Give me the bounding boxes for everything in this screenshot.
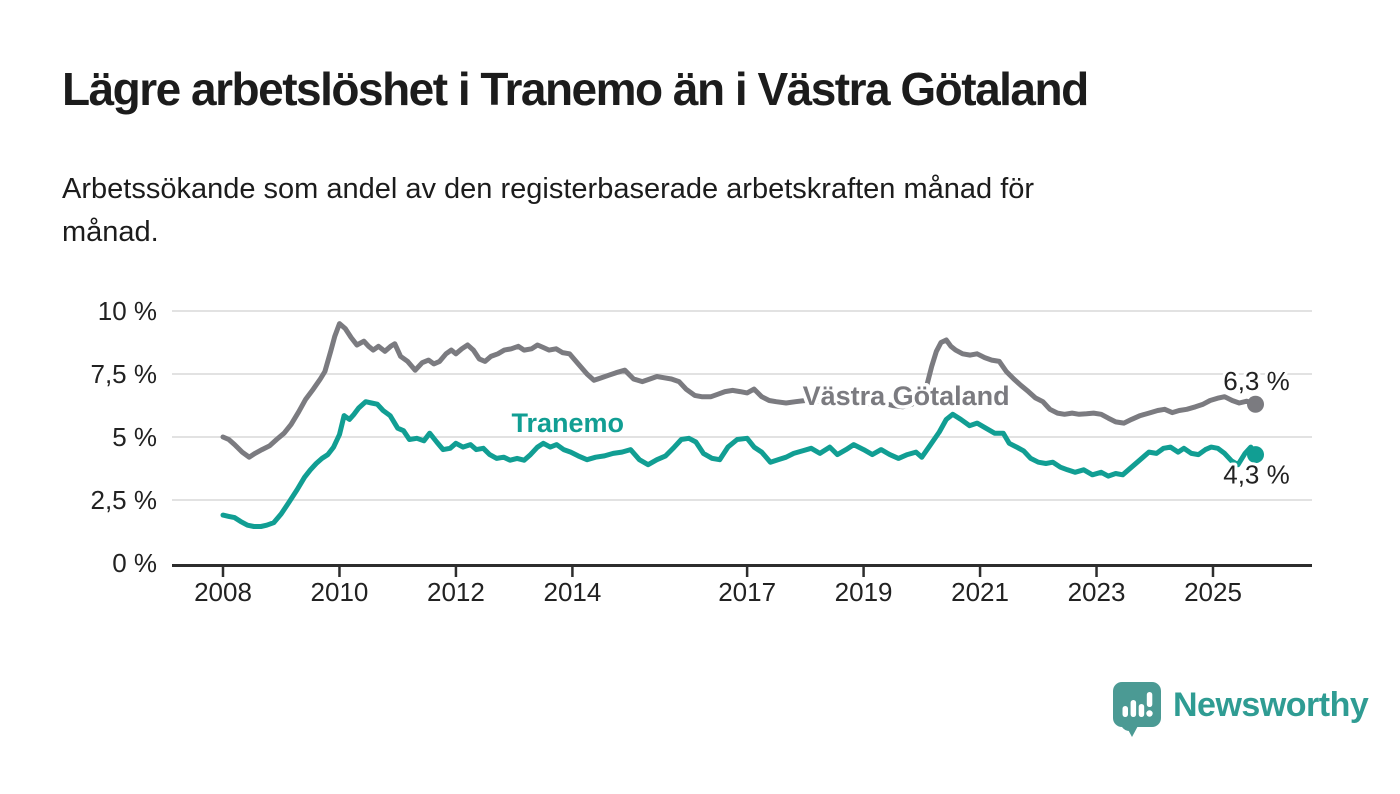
page-title: Lägre arbetslöshet i Tranemo än i Västra… [62, 63, 1089, 115]
end-dot-tranemo [1247, 446, 1265, 464]
newsworthy-speech-bubble-chart-icon [1113, 682, 1161, 737]
x-tick-label-2012: 2012 [427, 577, 485, 607]
newsworthy-logo: Newsworthy [1112, 681, 1369, 738]
series-label-v-stra-g-taland: Västra Götaland [803, 381, 1010, 411]
y-tick-label-7.5: 7,5 % [91, 359, 158, 389]
series-line-v-stra-g-taland [220, 321, 1258, 460]
x-tick-label-2021: 2021 [951, 577, 1009, 607]
series-label-tranemo: Tranemo [511, 408, 624, 438]
end-value-label-tranemo: 4,3 % [1223, 460, 1290, 490]
x-tick-label-2010: 2010 [311, 577, 369, 607]
page-subtitle-line2: månad. [62, 216, 159, 248]
page-subtitle: Arbetssökande som andel av den registerb… [62, 168, 1034, 254]
page-subtitle-line1: Arbetssökande som andel av den registerb… [62, 173, 1035, 205]
y-tick-label-2.5: 2,5 % [91, 485, 158, 515]
x-tick-label-2014: 2014 [543, 577, 601, 607]
series-line-tranemo [220, 399, 1258, 529]
y-tick-label-10: 10 % [98, 296, 157, 326]
y-tick-label-0: 0 % [112, 548, 157, 578]
x-tick-label-2019: 2019 [835, 577, 893, 607]
end-value-label-v-stra-g-taland: 6,3 % [1223, 366, 1290, 396]
x-tick-label-2008: 2008 [194, 577, 252, 607]
x-tick-label-2023: 2023 [1068, 577, 1126, 607]
end-dot-v-stra-g-taland [1247, 395, 1265, 413]
x-tick-label-2017: 2017 [718, 577, 776, 607]
newsworthy-brand-text: Newsworthy [1173, 686, 1369, 724]
x-tick-label-2025: 2025 [1184, 577, 1242, 607]
y-tick-label-5: 5 % [112, 422, 157, 452]
